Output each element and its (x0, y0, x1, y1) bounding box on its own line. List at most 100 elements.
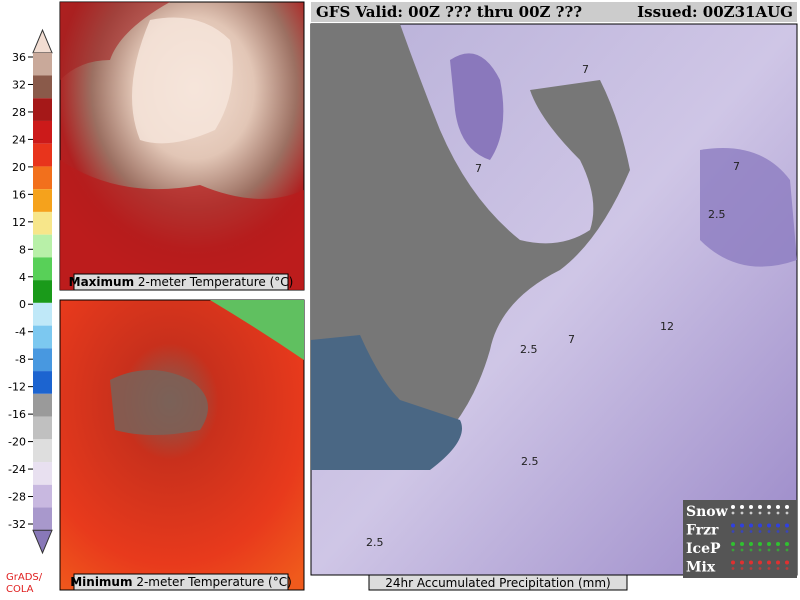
hot-core (132, 17, 233, 144)
cool-region (210, 300, 304, 360)
colorbar-tick-label: 28 (12, 106, 26, 119)
contour-labels: 7 7 2.5 7 12 7 2.5 2.5 2.5 (366, 63, 740, 549)
legend-dot (776, 523, 780, 528)
legend-dot (767, 523, 771, 528)
colorbar-tick-label: 16 (12, 188, 26, 201)
colorbar-band (33, 120, 52, 144)
colorbar-band (33, 371, 52, 394)
contour-label: 7 (733, 160, 740, 173)
legend-dot (785, 542, 789, 546)
legend-label: Mix (686, 560, 716, 576)
legend-dot (731, 505, 735, 509)
legend-dot (785, 523, 789, 528)
colorbar-tick-label: -4 (15, 326, 26, 339)
legend-dot (785, 511, 789, 515)
legend-dot (758, 560, 762, 565)
legend-dot (785, 530, 789, 533)
colorbar-band (33, 462, 52, 485)
legend-dot (740, 511, 744, 515)
colorbar-tick-label: 4 (19, 271, 26, 284)
legend-dot (740, 505, 744, 509)
legend-dot (785, 560, 789, 565)
legend-dot (731, 542, 735, 546)
colorbar-tick-label: -8 (15, 353, 26, 366)
colorbar-band (33, 257, 52, 281)
colorbar-tick-label: 20 (12, 161, 26, 174)
header-valid: GFS Valid: 00Z ??? thru 00Z ??? (316, 3, 582, 21)
legend-label: Frzr (686, 523, 719, 539)
legend-dot (749, 523, 753, 528)
legend-dot (776, 548, 780, 552)
precip-core (450, 53, 504, 161)
legend-dot (749, 567, 753, 570)
legend-dot (740, 560, 744, 565)
contour-label: 7 (568, 333, 575, 346)
colorbar-band (33, 393, 52, 417)
legend-dot (749, 542, 753, 546)
legend-dot (776, 530, 780, 533)
contour-label: 2.5 (521, 455, 539, 468)
panel-label: Maximum 2-meter Temperature (°C) (69, 275, 294, 289)
legend-dot (731, 511, 735, 515)
precip-core (700, 148, 797, 267)
panel-label-bold: Minimum (70, 575, 132, 589)
min-temp-map (59, 299, 305, 591)
panel-label: 24hr Accumulated Precipitation (mm) (385, 576, 611, 590)
legend-label: Snow (686, 504, 729, 520)
panel-label-box (368, 574, 628, 591)
legend-dot (749, 548, 753, 552)
colorbar-tick-label: -20 (8, 436, 26, 449)
legend-dot (776, 542, 780, 546)
colorbar-band (33, 325, 52, 349)
panel-label-box (73, 573, 289, 591)
colorbar-band (33, 211, 52, 235)
legend-dot (731, 530, 735, 533)
colorbar-band (33, 348, 52, 372)
legend-dot (776, 567, 780, 570)
colorbar-cap (32, 28, 53, 54)
legend-dot (767, 505, 771, 509)
colorbar-band (33, 166, 52, 190)
panel-label-box (73, 273, 289, 291)
colorbar-tick-label: 36 (12, 51, 26, 64)
min-temp-panel: Minimum 2-meter Temperature (°C) (59, 299, 305, 591)
legend-dot (749, 530, 753, 533)
colorbar-band (33, 75, 52, 99)
contour-label: 7 (475, 162, 482, 175)
warm-region (60, 2, 170, 80)
sea (311, 335, 462, 470)
legend-dot (758, 567, 762, 570)
legend-dot (749, 560, 753, 565)
contour-label: 7 (582, 63, 589, 76)
legend-dot (740, 530, 744, 533)
legend-label: IceP (686, 541, 721, 557)
legend-dot (758, 523, 762, 528)
legend-dot (758, 530, 762, 533)
colorbar-tick-label: -12 (8, 381, 26, 394)
warm-region (60, 160, 304, 290)
contour-label: 2.5 (366, 536, 384, 549)
legend-dot (749, 505, 753, 509)
colorbar-band (33, 143, 52, 167)
dry-land (311, 24, 630, 460)
ptype-legend: Snow Frzr IceP Mix (686, 504, 789, 576)
colorbar-tick-label: -16 (8, 408, 26, 421)
legend-dot (776, 560, 780, 565)
legend-dot (767, 567, 771, 570)
credit: COLA (6, 584, 34, 595)
legend-dot (776, 511, 780, 515)
legend-dot (758, 548, 762, 552)
colorbar-tick-label: 8 (19, 243, 26, 256)
legend-dot (758, 542, 762, 546)
colorbar-band (33, 189, 52, 212)
max-temp-panel: Maximum 2-meter Temperature (°C) (59, 1, 305, 291)
legend-dot (740, 542, 744, 546)
colorbar-band (33, 484, 52, 508)
colorbar-band (33, 439, 52, 463)
legend-dot (758, 505, 762, 509)
colorbar-tick-label: 12 (12, 216, 26, 229)
legend-dot (767, 560, 771, 565)
contour-label: 2.5 (708, 208, 726, 221)
legend-dot (740, 567, 744, 570)
